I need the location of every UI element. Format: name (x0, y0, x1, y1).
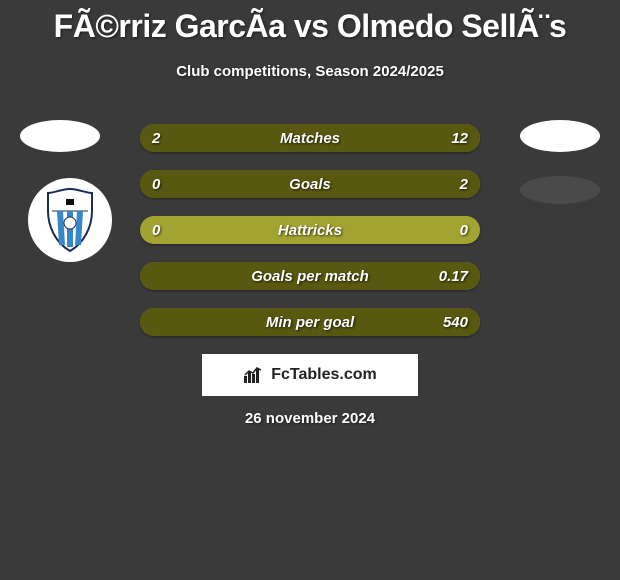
stat-value-right: 0.17 (439, 268, 468, 285)
stat-value-right: 540 (443, 314, 468, 331)
stat-label: Hattricks (140, 222, 480, 239)
date-text: 26 november 2024 (0, 410, 620, 427)
stat-label: Goals per match (140, 268, 480, 285)
stat-bar: 0Goals2 (140, 170, 480, 198)
stat-bar: Min per goal540 (140, 308, 480, 336)
stat-label: Matches (140, 130, 480, 147)
player-left-logo-placeholder (20, 120, 100, 152)
club-left-logo (28, 178, 112, 262)
page-subtitle: Club competitions, Season 2024/2025 (0, 63, 620, 80)
brand-footer[interactable]: FcTables.com (202, 354, 418, 396)
brand-text: FcTables.com (271, 366, 377, 384)
stat-value-right: 2 (460, 176, 468, 193)
shield-icon (42, 187, 98, 253)
stats-bars-container: 2Matches120Goals20Hattricks0Goals per ma… (140, 124, 480, 354)
bar-chart-icon (243, 366, 265, 384)
stat-value-right: 0 (460, 222, 468, 239)
stat-bar: Goals per match0.17 (140, 262, 480, 290)
club-right-logo-placeholder (520, 176, 600, 204)
stat-bar: 2Matches12 (140, 124, 480, 152)
page-title: FÃ©rriz GarcÃ­a vs Olmedo SellÃ¨s (0, 0, 620, 45)
stat-value-right: 12 (451, 130, 468, 147)
player-right-logo-placeholder (520, 120, 600, 152)
stat-label: Min per goal (140, 314, 480, 331)
stat-label: Goals (140, 176, 480, 193)
stat-bar: 0Hattricks0 (140, 216, 480, 244)
